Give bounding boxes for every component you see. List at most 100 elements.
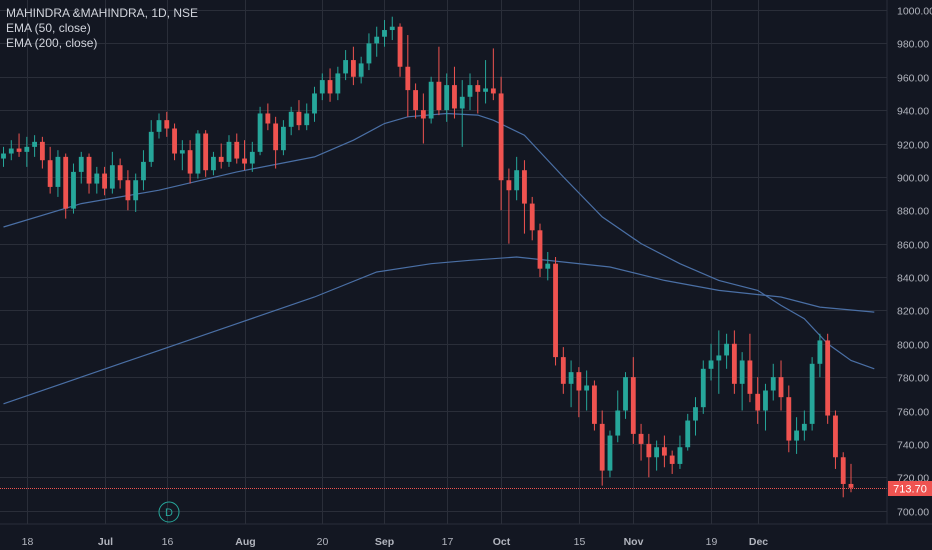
dividend-event-marker[interactable]: D <box>158 501 180 523</box>
candle <box>848 463 854 493</box>
candle-body <box>179 150 185 154</box>
candle <box>794 417 799 454</box>
candle <box>273 116 279 169</box>
y-tick-label: 940.00 <box>897 106 929 118</box>
candle <box>366 33 372 71</box>
candle-body <box>553 263 558 358</box>
y-tick-label: 820.00 <box>897 306 929 318</box>
candle <box>770 363 776 401</box>
candle <box>646 433 652 478</box>
candle <box>125 170 131 211</box>
candle <box>615 390 621 443</box>
candle <box>560 347 566 394</box>
candle <box>599 410 605 486</box>
x-tick-label: Sep <box>375 536 394 548</box>
candle-body <box>452 85 457 109</box>
current-price-label: 713.70 <box>888 481 932 496</box>
candle-body <box>475 85 481 92</box>
candle-body <box>109 165 115 189</box>
candle <box>249 141 255 172</box>
grid <box>0 0 887 524</box>
candle-body <box>304 113 310 126</box>
y-tick-label: 920.00 <box>897 140 929 152</box>
candle-body <box>669 455 675 464</box>
candle <box>514 156 520 201</box>
candle-body <box>420 110 426 119</box>
candle-body <box>273 123 279 151</box>
candle <box>288 106 294 136</box>
x-tick-label: Oct <box>493 536 511 548</box>
candle <box>94 166 100 194</box>
candle <box>47 146 53 194</box>
ema-lines <box>3 112 875 405</box>
y-tick-label: 800.00 <box>897 340 929 352</box>
candle-body <box>319 80 325 94</box>
candle-body <box>638 433 644 444</box>
indicator-ema-50[interactable]: EMA (50, close) <box>6 21 91 35</box>
candle-body <box>576 372 582 391</box>
candle-body <box>47 160 53 187</box>
price-axis-background <box>887 0 932 550</box>
candle <box>179 140 185 171</box>
symbol-title[interactable]: MAHINDRA &MAHINDRA, 1D, NSE <box>6 6 199 20</box>
y-tick-label: 900.00 <box>897 173 929 185</box>
candle <box>522 160 527 234</box>
candle-body <box>801 423 807 431</box>
candle-body <box>560 357 566 384</box>
candle <box>78 151 84 184</box>
candle <box>102 166 107 196</box>
candle-body <box>825 340 831 416</box>
candle <box>490 48 496 101</box>
candle <box>148 120 154 167</box>
candle-body <box>809 363 815 424</box>
candle <box>389 16 395 41</box>
candle-body <box>545 263 551 269</box>
candle-body <box>514 170 520 191</box>
candle <box>584 370 590 411</box>
candle <box>413 83 418 119</box>
candle-body <box>382 30 387 37</box>
candle <box>623 372 628 419</box>
candle <box>731 330 737 394</box>
y-tick-label: 960.00 <box>897 73 929 85</box>
candle-body <box>211 156 216 171</box>
candle <box>16 133 22 157</box>
candle <box>506 168 512 244</box>
candle-body <box>731 343 737 384</box>
candle-body <box>529 203 535 231</box>
candle-body <box>125 180 131 201</box>
candle-body <box>71 171 76 209</box>
candle-body <box>724 343 730 356</box>
event-marker-circle[interactable] <box>158 501 180 523</box>
candle-body <box>288 111 294 127</box>
candle <box>242 140 247 171</box>
candle <box>669 450 675 474</box>
candle-body <box>366 43 372 64</box>
candle-body <box>630 377 636 434</box>
x-tick-label: 19 <box>706 536 718 548</box>
candle <box>677 435 683 469</box>
candle-body <box>141 161 146 181</box>
time-axis[interactable]: 18 Jul 16 Aug 20 Sep 17 Oct 15 Nov 19 Dec <box>22 536 769 548</box>
candle <box>156 113 162 139</box>
candle <box>257 106 263 156</box>
candle-body <box>405 66 411 91</box>
candle <box>661 435 667 468</box>
x-tick-label: Dec <box>749 536 768 548</box>
candle <box>708 343 714 381</box>
candle <box>716 330 722 394</box>
candle-body <box>195 133 201 174</box>
candle-body <box>1 153 6 159</box>
candle <box>739 352 745 411</box>
candle-body <box>436 81 442 111</box>
candle <box>117 158 123 189</box>
price-axis[interactable]: 700.00720.00740.00760.00780.00800.00820.… <box>897 6 932 519</box>
candle-body <box>94 173 100 184</box>
indicator-ema-200[interactable]: EMA (200, close) <box>6 36 98 50</box>
candle-body <box>786 397 792 441</box>
candle-body <box>117 165 123 181</box>
candle-body <box>747 360 753 394</box>
candle <box>374 26 380 57</box>
candle-body <box>615 410 621 436</box>
